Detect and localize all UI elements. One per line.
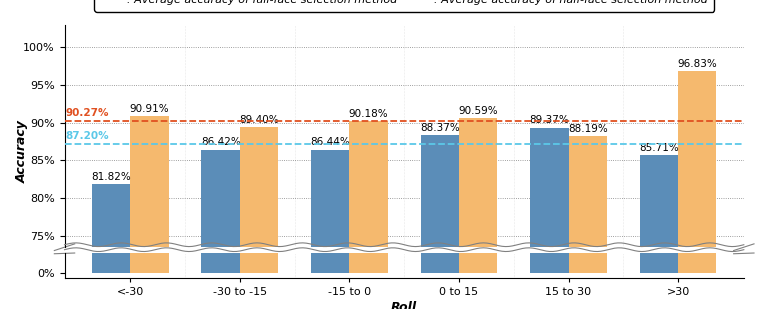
Text: 87.20%: 87.20% — [66, 131, 109, 141]
Bar — [201, 0, 240, 273]
Bar — [420, 135, 459, 309]
Text: Accuracy: Accuracy — [16, 120, 30, 183]
Bar — [531, 0, 568, 273]
Text: 81.82%: 81.82% — [91, 172, 131, 182]
X-axis label: Roll: Roll — [391, 301, 417, 309]
Bar — [678, 0, 716, 273]
Bar — [92, 0, 131, 273]
Text: 88.37%: 88.37% — [420, 123, 460, 133]
Text: 86.44%: 86.44% — [310, 137, 350, 147]
Legend: : Full-face selection method, : Average accuracy of full-face selection method, : : Full-face selection method, : Average … — [94, 0, 714, 12]
Bar — [678, 71, 716, 309]
Bar — [640, 155, 678, 309]
Text: 86.42%: 86.42% — [201, 138, 241, 147]
Text: 85.71%: 85.71% — [639, 143, 679, 153]
Bar — [349, 121, 388, 309]
Bar — [568, 0, 607, 273]
Text: 90.91%: 90.91% — [130, 104, 169, 114]
Bar — [131, 0, 168, 273]
Bar — [568, 136, 607, 309]
Bar — [640, 0, 678, 273]
Bar — [311, 0, 349, 273]
Bar — [131, 116, 168, 309]
Bar — [531, 128, 568, 309]
Text: 90.27%: 90.27% — [66, 108, 109, 118]
Text: 90.18%: 90.18% — [348, 109, 389, 119]
Bar — [349, 0, 388, 273]
Bar — [92, 184, 131, 309]
Text: 89.40%: 89.40% — [239, 115, 279, 125]
Text: 89.37%: 89.37% — [530, 115, 569, 125]
Bar — [420, 0, 459, 273]
Text: 90.59%: 90.59% — [458, 106, 498, 116]
Text: 96.83%: 96.83% — [677, 59, 717, 69]
Text: 88.19%: 88.19% — [568, 124, 607, 134]
Bar — [459, 0, 497, 273]
Bar — [201, 150, 240, 309]
Bar — [311, 150, 349, 309]
Bar — [240, 0, 278, 273]
Bar — [240, 127, 278, 309]
Bar — [459, 118, 497, 309]
